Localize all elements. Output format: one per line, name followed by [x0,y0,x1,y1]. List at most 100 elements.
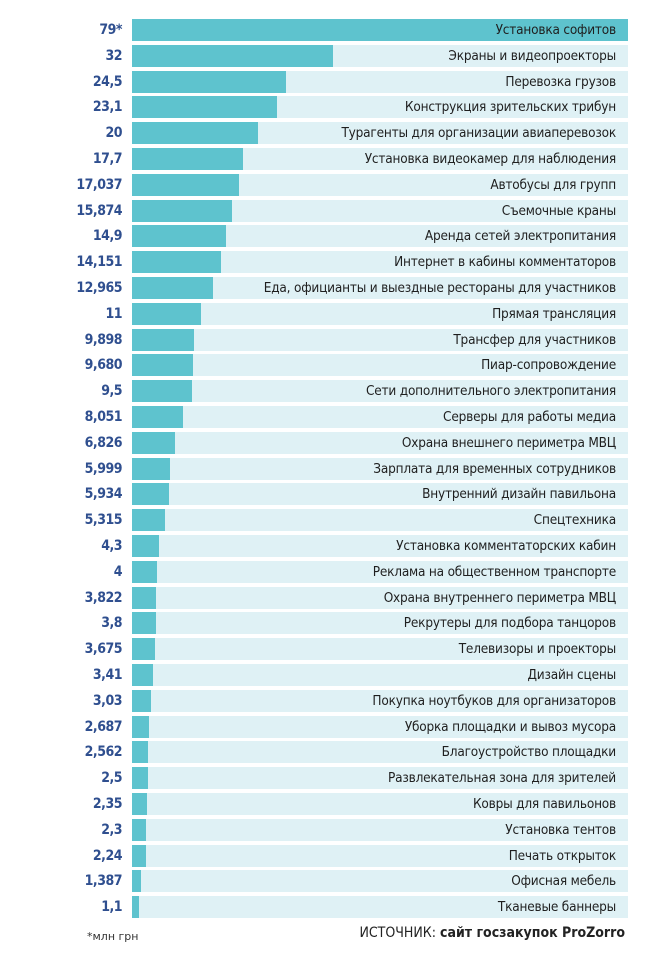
bar-track: Прямая трансляция [132,302,628,325]
bar [132,870,141,893]
bar-track: Экраны и видеопроекторы [132,44,628,67]
chart-row: 17,037 Автобусы для групп [0,173,669,196]
bar-track: Реклама на общественном транспорте [132,560,628,583]
chart-row: 9,898 Трансфер для участников [0,328,669,351]
bar-category-label: Дизайн сцены [527,667,616,683]
bar [132,44,333,67]
chart-row: 4 Реклама на общественном транспорте [0,560,669,583]
chart-row: 5,934 Внутренний дизайн павильона [0,483,669,506]
bar [132,96,278,119]
bar-track: Внутренний дизайн павильона [132,483,628,506]
bar-value-label: 9,898 [84,331,123,348]
bar-category-label: Спецтехника [533,512,617,529]
bar [132,122,258,145]
bar [132,199,232,222]
bar [132,535,159,557]
bar [132,844,147,867]
bar [132,173,239,196]
bar-value-label: 2,687 [84,718,123,735]
bar-value-label: 11 [105,305,122,322]
bar-value-label: 3,822 [84,589,123,606]
bar [132,715,149,738]
bar-track: Сети дополнительного электропитания [132,380,628,403]
bar-track: Аренда сетей электропитания [132,225,628,248]
bar [132,380,192,403]
bar [132,431,175,454]
bar [132,767,148,790]
chart-row: 12,965 Еда, официанты и выездные ресторан… [0,277,669,299]
bar-track: Охрана внешнего периметра МВЦ [132,431,628,454]
bar-value-label: 9,5 [101,383,122,400]
bar-track: Офисная мебель [132,870,628,893]
bar [132,328,195,351]
bar-category-label: Тканевые баннеры [497,899,616,916]
bar [132,406,183,428]
bar [132,225,226,248]
bar [132,586,156,609]
chart-row: 11 Прямая трансляция [0,302,669,325]
bar-track: Турагенты для организации авиаперевозок [132,122,628,145]
bar [132,457,170,480]
bar-track: Автобусы для групп [132,173,628,196]
chart-row: 79* Установка софитов [0,19,669,41]
source-note: ИСТОЧНИК: сайт госзакупок ProZorro [359,925,625,941]
chart-row: 15,874 Съемочные краны [0,199,669,222]
bar-value-label: 2,562 [84,744,123,761]
chart-row: 2,3 Установка тентов [0,818,669,841]
bar [132,19,628,41]
bar-category-label: Охрана внутреннего периметра МВЦ [383,589,617,606]
bar [132,148,244,170]
bar-track: Развлекательная зона для зрителей [132,767,628,790]
bar-category-label: Реклама на общественном транспорте [372,563,616,580]
bar-category-label: Внутренний дизайн павильона [422,486,616,503]
bar-category-label: Еда, официанты и выездные рестораны для … [263,280,616,296]
chart-row: 2,24 Печать открыток [0,844,669,867]
chart-row: 4,3 Установка комментаторских кабин [0,535,669,557]
bar-track: Дизайн сцены [132,664,628,686]
bar-track: Съемочные краны [132,199,628,222]
bar-value-label: 79* [99,22,122,38]
bar-track: Интернет в кабины комментаторов [132,251,628,274]
bar-category-label: Ковры для павильонов [472,796,616,812]
bar [132,689,152,712]
bar-category-label: Съемочные краны [501,202,616,219]
bar-category-label: Покупка ноутбуков для организаторов [372,692,616,709]
bar-value-label: 4,3 [101,538,122,554]
bar-track: Пиар-сопровождение [132,354,628,377]
bar-category-label: Автобусы для групп [490,176,616,193]
bar-category-label: Пиар-сопровождение [481,357,616,374]
bar-category-label: Конструкция зрительских трибун [404,99,616,116]
bar-value-label: 5,934 [84,486,123,503]
bar-track: Телевизоры и проекторы [132,638,628,661]
bar-value-label: 15,874 [76,202,122,219]
bar [132,302,202,325]
bar-track: Рекрутеры для подбора танцоров [132,612,628,635]
chart-row: 1,387 Офисная мебель [0,870,669,893]
bar-value-label: 3,03 [92,692,123,709]
bar-value-label: 2,35 [92,796,123,812]
bar-value-label: 1,1 [101,899,122,916]
bar-category-label: Установка софитов [495,22,617,38]
bar [132,896,139,919]
chart-row: 3,675 Телевизоры и проекторы [0,638,669,661]
bar-value-label: 3,41 [92,667,123,683]
source-prefix: ИСТОЧНИК: [359,925,436,941]
bar-category-label: Печать открыток [508,847,617,864]
bar-value-label: 23,1 [92,99,123,116]
bar [132,277,214,299]
chart-row: 23,1 Конструкция зрительских трибун [0,96,669,119]
bar-category-label: Уборка площадки и вывоз мусора [404,718,616,735]
bar-category-label: Сети дополнительного электропитания [365,383,616,400]
bar-category-label: Интернет в кабины комментаторов [394,254,616,271]
bar-track: Печать открыток [132,844,628,867]
chart-row: 8,051 Серверы для работы медиа [0,406,669,428]
bar-category-label: Серверы для работы медиа [443,409,616,425]
bar-value-label: 8,051 [84,409,123,425]
bar [132,509,166,532]
bar-value-label: 24,5 [92,73,123,90]
chart-row: 20 Турагенты для организации авиаперевозо… [0,122,669,145]
bar-value-label: 5,315 [84,512,123,529]
bar-value-label: 5,999 [84,460,123,477]
bar-track: Зарплата для временных сотрудников [132,457,628,480]
